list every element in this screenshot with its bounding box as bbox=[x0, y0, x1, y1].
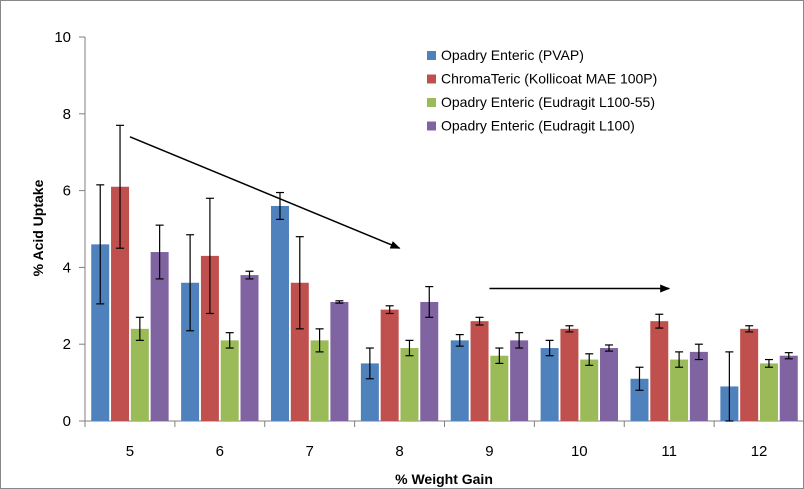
bar bbox=[200, 255, 219, 421]
legend-label: Opadry Enteric (PVAP) bbox=[441, 47, 584, 63]
bar bbox=[130, 328, 149, 421]
y-tick-label: 8 bbox=[63, 106, 71, 123]
legend-label: Opadry Enteric (Eudragit L100-55) bbox=[441, 94, 655, 110]
x-tick-label: 11 bbox=[661, 443, 677, 460]
bar bbox=[560, 328, 579, 421]
legend-swatch bbox=[427, 121, 436, 131]
bar bbox=[450, 340, 469, 421]
bar bbox=[400, 348, 419, 421]
legend-swatch bbox=[427, 74, 436, 84]
bar bbox=[330, 301, 349, 421]
bar bbox=[220, 340, 239, 421]
bar bbox=[630, 378, 649, 421]
x-tick-label: 5 bbox=[126, 443, 134, 460]
legend-swatch bbox=[427, 51, 436, 60]
bars bbox=[91, 186, 798, 421]
bar bbox=[779, 355, 798, 421]
bar bbox=[380, 309, 399, 421]
bar bbox=[650, 321, 669, 421]
bar bbox=[360, 363, 379, 421]
bar bbox=[470, 321, 489, 421]
bar bbox=[540, 348, 559, 421]
x-tick-label: 9 bbox=[485, 443, 493, 460]
legend-label: Opadry Enteric (Eudragit L100) bbox=[441, 118, 635, 134]
bar bbox=[759, 363, 778, 421]
error-bars bbox=[96, 124, 793, 422]
legend-label: ChromaTeric (Kollicoat MAE 100P) bbox=[441, 71, 657, 87]
bar bbox=[181, 282, 200, 421]
bar bbox=[240, 275, 259, 421]
x-tick-label: 8 bbox=[395, 443, 403, 460]
bar bbox=[670, 359, 689, 421]
y-tick-label: 0 bbox=[63, 413, 71, 430]
x-tick-label: 6 bbox=[216, 443, 224, 460]
bar bbox=[91, 244, 110, 421]
y-tick-label: 2 bbox=[63, 336, 71, 353]
x-tick-label: 12 bbox=[751, 443, 768, 460]
trend-arrow bbox=[129, 136, 401, 249]
bar bbox=[510, 340, 529, 421]
bar bbox=[420, 301, 439, 421]
bar bbox=[150, 252, 169, 421]
x-tick-label: 10 bbox=[571, 443, 588, 460]
bar bbox=[600, 348, 619, 421]
bar bbox=[740, 328, 759, 421]
trend-arrows bbox=[129, 136, 671, 293]
bar bbox=[580, 359, 599, 421]
y-tick-label: 10 bbox=[54, 29, 71, 46]
x-tick-label: 7 bbox=[306, 443, 314, 460]
bar bbox=[111, 186, 130, 421]
legend: Opadry Enteric (PVAP) ChromaTeric (Kollic… bbox=[427, 47, 657, 134]
bar bbox=[310, 340, 329, 421]
legend-swatch bbox=[427, 98, 436, 107]
y-axis: 0 2 4 6 8 10 bbox=[54, 29, 86, 430]
bar bbox=[290, 282, 309, 421]
x-axis-title: % Weight Gain bbox=[395, 471, 493, 487]
y-tick-label: 4 bbox=[63, 259, 71, 276]
bar bbox=[689, 351, 708, 421]
bar bbox=[490, 355, 509, 421]
y-tick-label: 6 bbox=[63, 183, 71, 200]
y-axis-title: % Acid Uptake bbox=[30, 179, 46, 276]
bar bbox=[270, 205, 289, 421]
